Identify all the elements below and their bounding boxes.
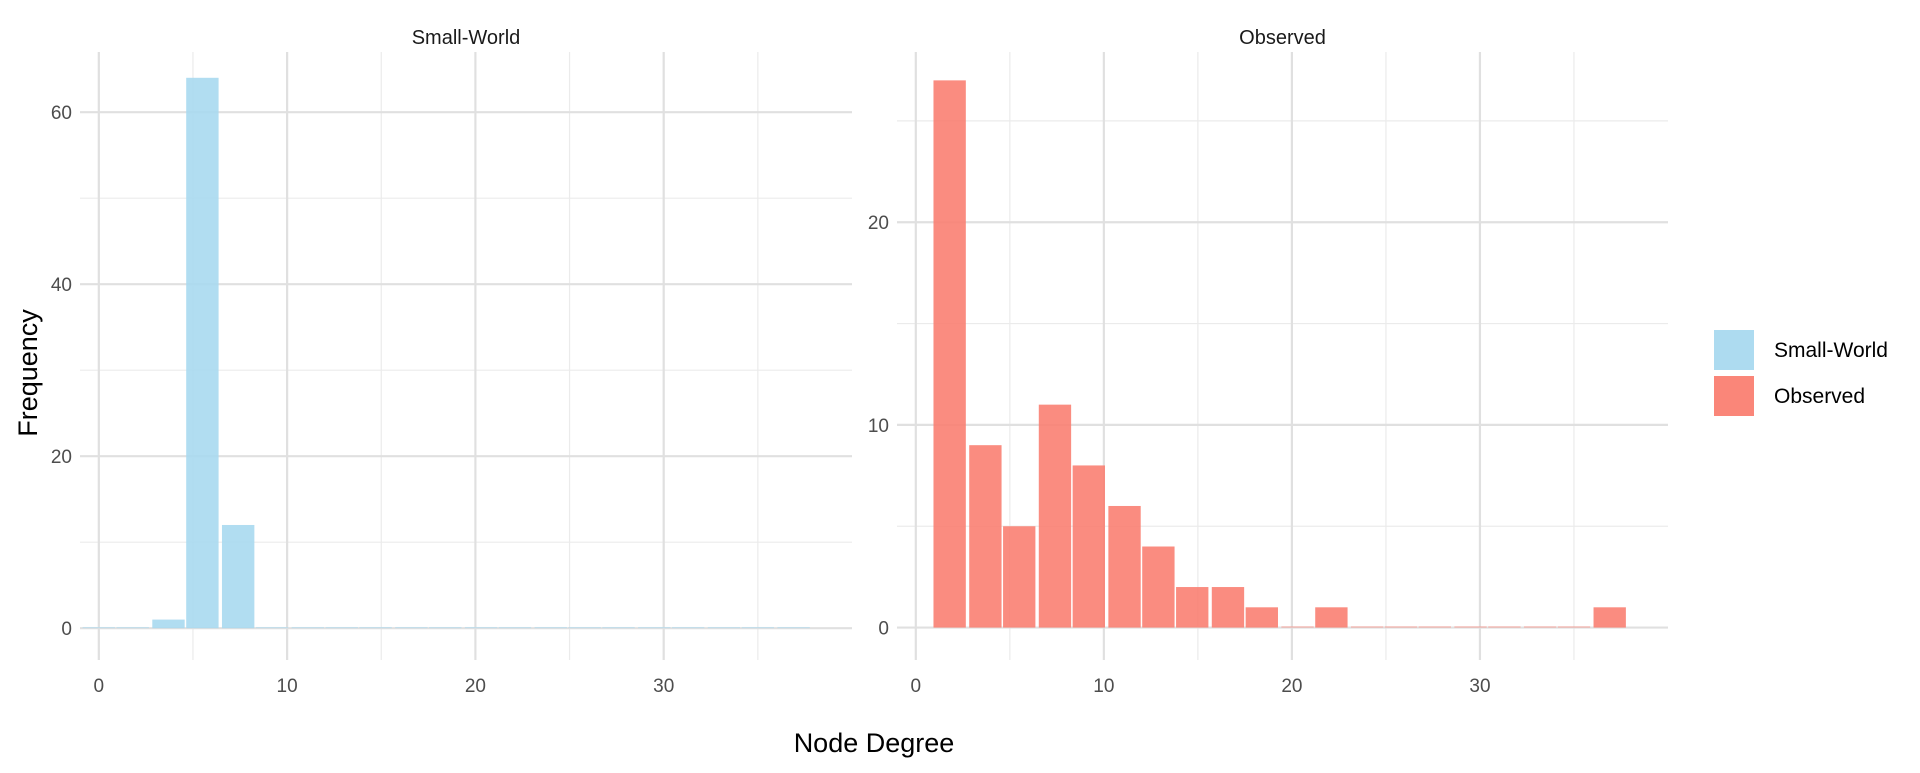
histogram-bar	[1142, 546, 1175, 628]
facet-title: Observed	[1239, 27, 1326, 49]
histogram-bar	[1557, 626, 1591, 628]
panel-1: 0 10 20 0 10 20 30 Observed	[868, 27, 1668, 697]
y-axis-title: Frequency	[13, 309, 43, 437]
histogram-bar	[464, 626, 498, 629]
histogram-bar	[1593, 607, 1626, 628]
histogram-bar	[933, 80, 966, 628]
histogram-bar	[152, 619, 185, 629]
y-tick-label: 0	[61, 619, 72, 640]
histogram-bar	[534, 626, 567, 629]
histogram-bar	[1488, 626, 1521, 628]
x-tick-label: 20	[1281, 676, 1302, 697]
x-tick-label: 30	[653, 676, 674, 697]
legend-swatch	[1714, 376, 1754, 416]
histogram-bar	[707, 626, 741, 629]
x-tick-label: 10	[1093, 676, 1114, 697]
histogram-bar	[1176, 587, 1209, 628]
histogram-bar	[498, 626, 532, 629]
histogram-bar	[741, 626, 775, 629]
histogram-bar	[221, 524, 255, 629]
histogram-bar	[291, 626, 325, 629]
y-tick-label: 40	[51, 275, 72, 296]
histogram-bar	[1072, 465, 1105, 628]
histogram-bar	[602, 626, 635, 629]
y-tick-label: 0	[878, 619, 889, 640]
histogram-bar	[1315, 607, 1348, 628]
histogram-bar	[1003, 526, 1036, 628]
legend-swatch	[1714, 330, 1754, 370]
histogram-bar	[1523, 626, 1557, 628]
x-tick-label: 0	[94, 676, 105, 697]
histogram-bar	[1454, 626, 1487, 628]
histogram-bar	[255, 626, 289, 629]
y-tick-label: 20	[51, 447, 72, 468]
x-axis-title: Node Degree	[794, 728, 955, 758]
histogram-bar	[1418, 626, 1451, 628]
histogram-bar	[1384, 626, 1418, 628]
histogram-bar	[429, 626, 462, 629]
histogram-bar	[82, 626, 116, 629]
histogram-bar	[325, 626, 358, 629]
y-tick-label: 10	[868, 416, 889, 437]
histogram-bar	[1281, 626, 1314, 628]
facet-title: Small-World	[412, 27, 521, 49]
x-tick-label: 30	[1469, 676, 1490, 697]
histogram-bar	[116, 626, 149, 629]
histogram-bar	[568, 626, 601, 629]
x-tick-label: 0	[911, 676, 922, 697]
y-tick-label: 20	[868, 213, 889, 234]
x-tick-label: 20	[465, 676, 486, 697]
legend-label: Observed	[1774, 385, 1865, 408]
histogram-bar	[1211, 587, 1245, 628]
panel-0: 0 20 40 60 0 10 20 30 Small-World	[51, 27, 852, 697]
y-tick-label: 60	[51, 103, 72, 124]
histogram-bar	[395, 626, 428, 629]
histogram-bar	[969, 445, 1002, 628]
histogram-bar	[638, 626, 671, 629]
histogram-bar	[186, 77, 219, 629]
x-tick-label: 10	[277, 676, 298, 697]
legend: Small-World Observed	[1714, 330, 1888, 416]
histogram-bar	[777, 626, 810, 629]
histogram-bar	[1350, 626, 1384, 628]
histogram-bar	[359, 626, 392, 629]
histogram-bar	[1245, 607, 1278, 628]
histogram-bar	[671, 626, 705, 629]
legend-label: Small-World	[1774, 339, 1888, 362]
histogram-bar	[1038, 404, 1072, 628]
histogram-bar	[1108, 505, 1141, 628]
